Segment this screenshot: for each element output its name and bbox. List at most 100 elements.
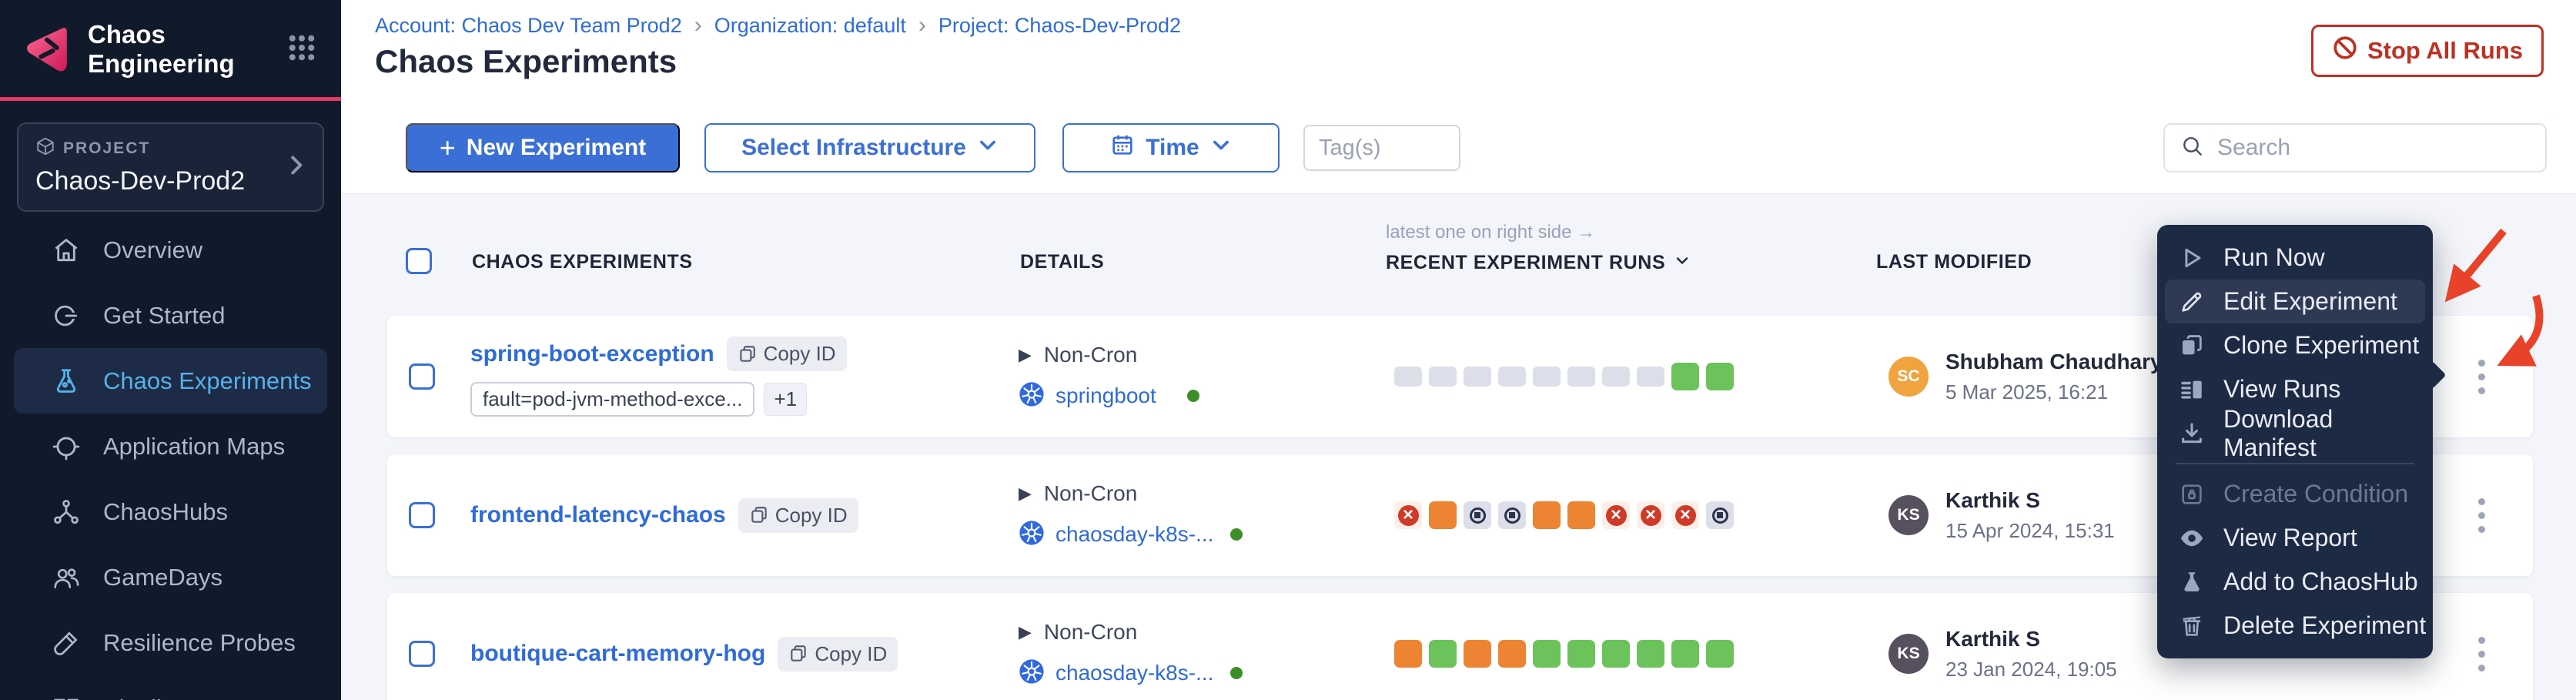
modified-by-name: Karthik S xyxy=(1945,626,2040,651)
breadcrumb-account-link[interactable]: Account: Chaos Dev Team Prod2 xyxy=(375,13,682,37)
sidebar-item-label: Resilience Probes xyxy=(103,628,296,656)
breadcrumb-project-link[interactable]: Project: Chaos-Dev-Prod2 xyxy=(938,13,1182,37)
menu-item-view-runs[interactable]: View Runs xyxy=(2157,367,2433,411)
run-cell-blank[interactable] xyxy=(1429,367,1457,387)
more-tags-badge[interactable]: +1 xyxy=(764,383,808,416)
kubernetes-icon xyxy=(1019,520,1045,550)
run-cell-blank[interactable] xyxy=(1498,367,1526,387)
tags-input[interactable] xyxy=(1303,125,1460,171)
get-started-icon xyxy=(51,301,82,330)
run-cell-failed[interactable] xyxy=(1637,501,1664,529)
menu-item-view-report[interactable]: View Report xyxy=(2157,516,2433,560)
infrastructure-link[interactable]: springboot xyxy=(1055,383,1156,407)
eye-icon xyxy=(2177,525,2206,551)
apps-grid-icon[interactable] xyxy=(286,32,318,68)
run-cell-failed[interactable] xyxy=(1671,501,1699,529)
column-header-recent-runs[interactable]: RECENT EXPERIMENT RUNS xyxy=(1386,251,1691,275)
select-all-checkbox[interactable] xyxy=(406,248,432,274)
run-cell-warning[interactable] xyxy=(1498,640,1526,668)
run-cell-blank[interactable] xyxy=(1533,367,1561,387)
run-cell-passed[interactable] xyxy=(1602,640,1630,668)
copy-id-button[interactable]: Copy ID xyxy=(738,497,858,533)
menu-item-delete-experiment[interactable]: Delete Experiment xyxy=(2157,604,2433,648)
run-cell-passed[interactable] xyxy=(1671,640,1699,668)
run-cell-passed[interactable] xyxy=(1671,363,1699,390)
menu-item-edit-experiment[interactable]: Edit Experiment xyxy=(2165,280,2425,323)
menu-item-create-condition: Create Condition xyxy=(2157,472,2433,516)
run-cell-stopped[interactable] xyxy=(1706,501,1734,529)
row-checkbox[interactable] xyxy=(409,502,435,528)
run-cell-passed[interactable] xyxy=(1706,363,1734,390)
row-checkbox[interactable] xyxy=(409,363,435,390)
sidebar-item-get-started[interactable]: Get Started xyxy=(0,283,341,348)
run-cell-warning[interactable] xyxy=(1567,501,1595,529)
column-header-experiments: CHAOS EXPERIMENTS xyxy=(472,251,693,273)
sidebar-item-chaos-experiments[interactable]: Chaos Experiments xyxy=(14,348,327,414)
stop-all-runs-label: Stop All Runs xyxy=(2367,37,2523,64)
run-cell-blank[interactable] xyxy=(1602,367,1630,387)
experiment-name-link[interactable]: boutique-cart-memory-hog xyxy=(470,641,766,666)
new-experiment-button[interactable]: + New Experiment xyxy=(406,123,680,172)
row-checkbox[interactable] xyxy=(409,641,435,667)
menu-item-download-manifest[interactable]: Download Manifest xyxy=(2157,405,2433,461)
run-cell-warning[interactable] xyxy=(1394,640,1422,668)
stop-all-runs-button[interactable]: Stop All Runs xyxy=(2310,25,2544,77)
sidebar-item-overview[interactable]: Overview xyxy=(0,217,341,283)
run-cell-failed[interactable] xyxy=(1602,501,1630,529)
new-experiment-label: New Experiment xyxy=(466,135,647,160)
flask-icon xyxy=(2177,569,2206,595)
play-triangle-icon: ▶ xyxy=(1019,621,1032,641)
row-menu-kebab-icon[interactable] xyxy=(2471,491,2493,541)
recent-runs-bar xyxy=(1394,593,1734,700)
experiment-tag: fault=pod-jvm-method-exce... xyxy=(470,382,755,417)
page-title: Chaos Experiments xyxy=(375,43,677,79)
run-cell-passed[interactable] xyxy=(1533,640,1561,668)
run-cell-blank[interactable] xyxy=(1394,367,1422,387)
sidebar-item-chaoshubs[interactable]: ChaosHubs xyxy=(0,479,341,544)
run-cell-warning[interactable] xyxy=(1533,501,1561,529)
sidebar-item-label: ChaosHubs xyxy=(103,497,228,525)
probe-icon xyxy=(51,628,82,658)
run-cell-passed[interactable] xyxy=(1567,640,1595,668)
product-title: Chaos Engineering xyxy=(88,20,235,78)
row-menu-kebab-icon[interactable] xyxy=(2471,629,2493,679)
run-cell-stopped[interactable] xyxy=(1498,501,1526,529)
time-filter-dropdown[interactable]: Time xyxy=(1062,123,1280,172)
run-cell-blank[interactable] xyxy=(1567,367,1595,387)
menu-item-label: View Report xyxy=(2223,524,2357,551)
breadcrumb-organization-link[interactable]: Organization: default xyxy=(714,13,906,37)
search-box[interactable] xyxy=(2163,123,2547,172)
sidebar-item-resilience-probes[interactable]: Resilience Probes xyxy=(0,610,341,675)
run-cell-warning[interactable] xyxy=(1429,501,1457,529)
column-header-details: DETAILS xyxy=(1020,251,1105,273)
infrastructure-link[interactable]: chaosday-k8s-... xyxy=(1055,522,1214,546)
search-input[interactable] xyxy=(2217,135,2530,161)
modified-date: 5 Mar 2025, 16:21 xyxy=(1945,380,2109,404)
run-cell-warning[interactable] xyxy=(1464,640,1491,668)
schedule-type: Non-Cron xyxy=(1043,619,1138,644)
menu-item-run-now[interactable]: Run Now xyxy=(2157,236,2433,280)
home-icon xyxy=(51,236,82,265)
row-menu-kebab-icon[interactable] xyxy=(2471,352,2493,402)
sidebar-item-pipelines[interactable]: Pipelines xyxy=(0,675,341,700)
sidebar-item-application-maps[interactable]: Application Maps xyxy=(0,414,341,479)
copy-id-button[interactable]: Copy ID xyxy=(778,636,898,672)
experiment-name-link[interactable]: spring-boot-exception xyxy=(470,340,714,367)
project-selector[interactable]: PROJECT Chaos-Dev-Prod2 xyxy=(17,122,324,212)
chevron-down-icon xyxy=(1210,134,1232,162)
run-cell-passed[interactable] xyxy=(1637,640,1664,668)
run-cell-stopped[interactable] xyxy=(1464,501,1491,529)
infrastructure-link[interactable]: chaosday-k8s-... xyxy=(1055,661,1214,685)
people-icon xyxy=(51,563,82,592)
menu-item-add-to-chaoshub[interactable]: Add to ChaosHub xyxy=(2157,560,2433,604)
select-infrastructure-dropdown[interactable]: Select Infrastructure xyxy=(704,123,1035,172)
run-cell-passed[interactable] xyxy=(1706,640,1734,668)
run-cell-failed[interactable] xyxy=(1394,501,1422,529)
run-cell-passed[interactable] xyxy=(1429,640,1457,668)
copy-id-button[interactable]: Copy ID xyxy=(726,337,847,371)
run-cell-blank[interactable] xyxy=(1637,367,1664,387)
run-cell-blank[interactable] xyxy=(1464,367,1491,387)
menu-item-clone-experiment[interactable]: Clone Experiment xyxy=(2157,323,2433,367)
experiment-name-link[interactable]: frontend-latency-chaos xyxy=(470,502,726,528)
sidebar-item-gamedays[interactable]: GameDays xyxy=(0,544,341,610)
